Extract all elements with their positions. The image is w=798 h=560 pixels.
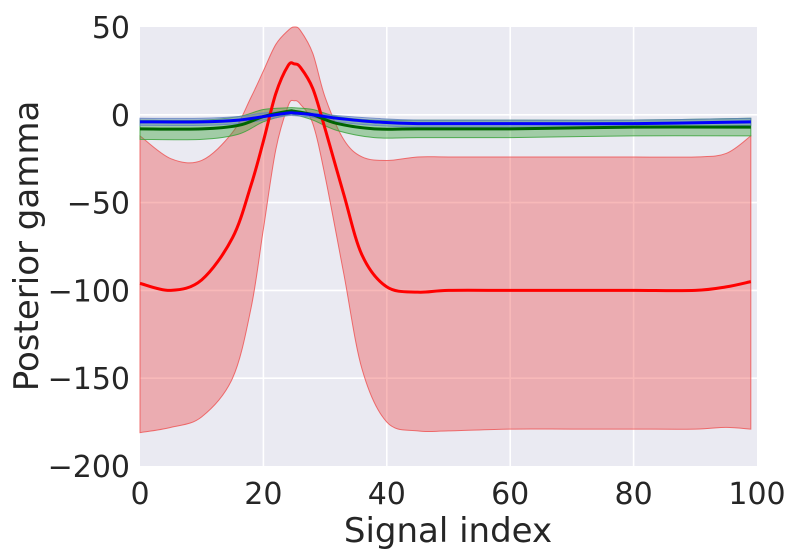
series-2-line: [139, 111, 751, 126]
x-axis-label: Signal index: [344, 511, 552, 551]
mean-lines: [139, 61, 752, 294]
x-tick-label: 60: [491, 477, 529, 512]
x-tick-labels: 0 20 40 60 80 100: [130, 477, 785, 512]
series-1-line: [139, 109, 751, 131]
plot-background: [140, 27, 757, 466]
y-axis-label: Posterior gamma: [7, 101, 47, 392]
y-tick-labels: −200 −150 −100 −50 0 50: [48, 11, 130, 485]
x-tick-label: 80: [615, 477, 653, 512]
y-tick-label: 50: [92, 11, 130, 46]
x-tick-label: 40: [368, 477, 406, 512]
series-0-line: [139, 61, 752, 294]
y-tick-label: −200: [48, 450, 130, 485]
x-tick-label: 100: [728, 477, 785, 512]
series-0-band: [139, 26, 752, 434]
x-tick-label: 20: [244, 477, 282, 512]
y-tick-label: −50: [67, 187, 130, 222]
y-tick-label: −150: [48, 362, 130, 397]
x-tick-label: 0: [130, 477, 149, 512]
y-tick-label: 0: [111, 99, 130, 134]
y-tick-label: −100: [48, 274, 130, 309]
